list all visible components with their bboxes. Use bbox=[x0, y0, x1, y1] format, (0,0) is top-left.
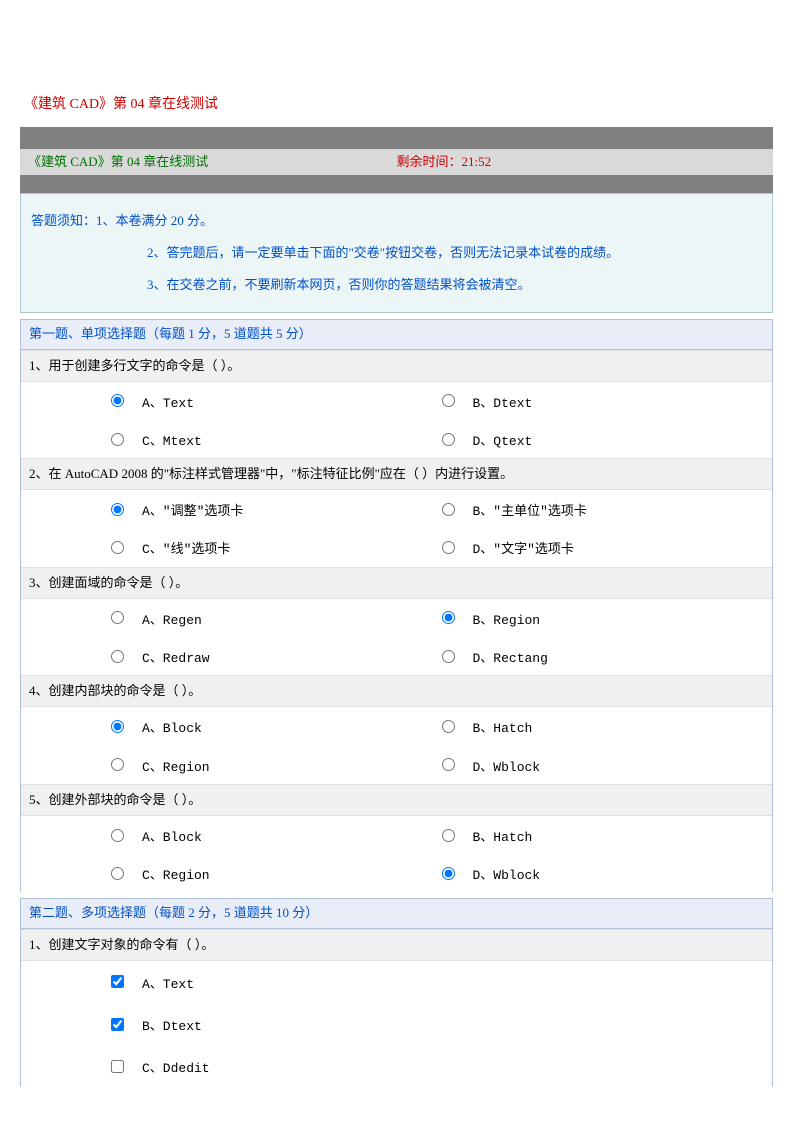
question-text: 5、创建外部块的命令是（ ）。 bbox=[21, 784, 772, 816]
radio-q2-c[interactable] bbox=[111, 541, 124, 554]
option-label: A、Regen bbox=[142, 612, 202, 630]
options-row: C、Region D、Wblock bbox=[21, 746, 772, 784]
option-label: A、Block bbox=[142, 720, 202, 738]
checkbox-row: C、Ddedit bbox=[21, 1045, 772, 1087]
option-label: C、Region bbox=[142, 759, 210, 777]
options-row: C、Region D、Wblock bbox=[21, 854, 772, 892]
instruction-line: 答题须知：1、本卷满分 20 分。 bbox=[31, 212, 762, 230]
option-label: A、Block bbox=[142, 829, 202, 847]
header-title: 《建筑 CAD》第 04 章在线测试 bbox=[28, 153, 397, 171]
options-row: A、Block B、Hatch bbox=[21, 816, 772, 854]
option-label: A、"调整"选项卡 bbox=[142, 503, 243, 521]
option-label: C、"线"选项卡 bbox=[142, 541, 230, 559]
option-label: D、Rectang bbox=[473, 650, 548, 668]
option-label: B、Hatch bbox=[473, 829, 533, 847]
section2-header: 第二题、多项选择题（每题 2 分，5 道题共 10 分） bbox=[20, 898, 773, 928]
radio-q4-b[interactable] bbox=[442, 720, 455, 733]
option-label: A、Text bbox=[142, 976, 194, 994]
instruction-line: 2、答完题后，请一定要单击下面的"交卷"按钮交卷，否则无法记录本试卷的成绩。 bbox=[31, 244, 762, 262]
question-text: 3、创建面域的命令是（ ）。 bbox=[21, 567, 772, 599]
radio-q4-a[interactable] bbox=[111, 720, 124, 733]
options-row: A、Block B、Hatch bbox=[21, 707, 772, 745]
checkbox-mq1-b[interactable] bbox=[111, 1018, 124, 1031]
radio-q5-c[interactable] bbox=[111, 867, 124, 880]
option-label: B、Hatch bbox=[473, 720, 533, 738]
checkbox-mq1-a[interactable] bbox=[111, 975, 124, 988]
option-label: B、Dtext bbox=[473, 395, 533, 413]
option-label: B、"主单位"选项卡 bbox=[473, 503, 587, 521]
radio-q2-d[interactable] bbox=[442, 541, 455, 554]
options-row: C、Redraw D、Rectang bbox=[21, 637, 772, 675]
radio-q1-c[interactable] bbox=[111, 433, 124, 446]
options-row: A、Text B、Dtext bbox=[21, 382, 772, 420]
radio-q1-b[interactable] bbox=[442, 394, 455, 407]
question-text: 4、创建内部块的命令是（ ）。 bbox=[21, 675, 772, 707]
options-row: C、"线"选项卡 D、"文字"选项卡 bbox=[21, 528, 772, 566]
option-label: D、Wblock bbox=[473, 867, 541, 885]
option-label: D、"文字"选项卡 bbox=[473, 541, 574, 559]
page-title: 《建筑 CAD》第 04 章在线测试 bbox=[20, 95, 773, 115]
radio-q5-a[interactable] bbox=[111, 829, 124, 842]
radio-q2-b[interactable] bbox=[442, 503, 455, 516]
header-bar: 《建筑 CAD》第 04 章在线测试 剩余时间：21:52 bbox=[20, 149, 773, 175]
checkbox-row: B、Dtext bbox=[21, 1003, 772, 1045]
radio-q2-a[interactable] bbox=[111, 503, 124, 516]
option-label: C、Ddedit bbox=[142, 1060, 210, 1078]
instructions-panel: 答题须知：1、本卷满分 20 分。 2、答完题后，请一定要单击下面的"交卷"按钮… bbox=[20, 193, 773, 314]
radio-q1-a[interactable] bbox=[111, 394, 124, 407]
option-label: B、Dtext bbox=[142, 1018, 202, 1036]
option-label: D、Qtext bbox=[473, 433, 533, 451]
section1-questions: 1、用于创建多行文字的命令是（ ）。 A、Text B、Dtext C、Mtex… bbox=[20, 350, 773, 893]
checkbox-row: A、Text bbox=[21, 961, 772, 1003]
radio-q3-d[interactable] bbox=[442, 650, 455, 663]
section1-header: 第一题、单项选择题（每题 1 分，5 道题共 5 分） bbox=[20, 319, 773, 349]
question-text: 1、用于创建多行文字的命令是（ ）。 bbox=[21, 350, 772, 382]
option-label: D、Wblock bbox=[473, 759, 541, 777]
radio-q3-b[interactable] bbox=[442, 611, 455, 624]
options-row: A、"调整"选项卡 B、"主单位"选项卡 bbox=[21, 490, 772, 528]
options-row: A、Regen B、Region bbox=[21, 599, 772, 637]
radio-q5-b[interactable] bbox=[442, 829, 455, 842]
radio-q5-d[interactable] bbox=[442, 867, 455, 880]
option-label: C、Region bbox=[142, 867, 210, 885]
divider-bar bbox=[20, 127, 773, 149]
radio-q3-a[interactable] bbox=[111, 611, 124, 624]
option-label: A、Text bbox=[142, 395, 194, 413]
question-text: 2、在 AutoCAD 2008 的"标注样式管理器"中，"标注特征比例"应在（… bbox=[21, 458, 772, 490]
time-remaining: 剩余时间：21:52 bbox=[397, 153, 492, 171]
divider-bar bbox=[20, 175, 773, 193]
question-text: 1、创建文字对象的命令有（ ）。 bbox=[21, 929, 772, 961]
option-label: C、Mtext bbox=[142, 433, 202, 451]
radio-q4-c[interactable] bbox=[111, 758, 124, 771]
checkbox-mq1-c[interactable] bbox=[111, 1060, 124, 1073]
radio-q3-c[interactable] bbox=[111, 650, 124, 663]
option-label: B、Region bbox=[473, 612, 541, 630]
radio-q4-d[interactable] bbox=[442, 758, 455, 771]
radio-q1-d[interactable] bbox=[442, 433, 455, 446]
section2-questions: 1、创建文字对象的命令有（ ）。 A、Text B、Dtext C、Ddedit bbox=[20, 929, 773, 1088]
options-row: C、Mtext D、Qtext bbox=[21, 420, 772, 458]
instruction-line: 3、在交卷之前，不要刷新本网页，否则你的答题结果将会被清空。 bbox=[31, 276, 762, 294]
option-label: C、Redraw bbox=[142, 650, 210, 668]
